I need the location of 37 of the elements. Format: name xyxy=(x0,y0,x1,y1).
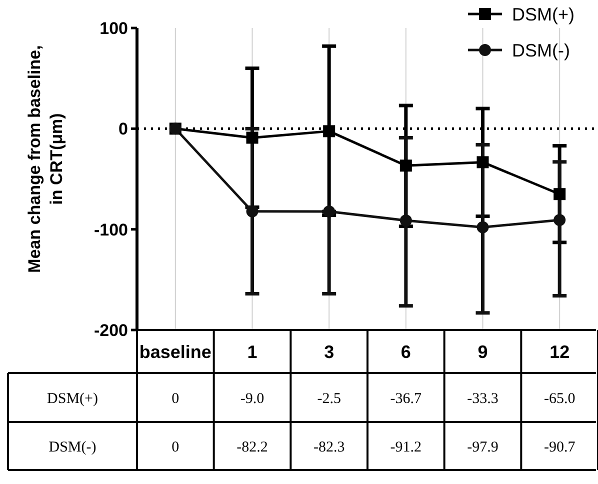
data-label: -82.2 xyxy=(236,439,268,456)
x-tick-label: 9 xyxy=(478,342,488,362)
x-tick-label: baseline xyxy=(139,342,212,362)
point xyxy=(246,132,258,144)
y-tick-label: 0 xyxy=(118,120,128,139)
data-label: -90.7 xyxy=(544,439,576,456)
point xyxy=(476,221,489,234)
point xyxy=(476,156,489,168)
data-label: -82.3 xyxy=(313,439,345,456)
data-label: -91.2 xyxy=(390,439,422,456)
y-axis-title: Mean change from baseline, in CRT(μm) xyxy=(25,45,66,273)
point xyxy=(400,160,412,172)
text: DSM(-) xyxy=(48,439,96,456)
data-label: -2.5 xyxy=(317,390,341,407)
point xyxy=(400,214,412,226)
y-tick-label: -100 xyxy=(94,220,128,240)
data-label: 0 xyxy=(172,439,180,456)
data-label: -97.9 xyxy=(467,439,498,456)
point xyxy=(323,125,336,138)
legend-label: DSM(-) xyxy=(512,40,570,60)
data-label: -33.3 xyxy=(467,390,498,407)
data-label: -36.7 xyxy=(390,390,422,407)
x-tick-label: 12 xyxy=(550,342,570,362)
x-tick-label: 1 xyxy=(247,342,258,362)
data-label: -9.0 xyxy=(240,390,264,407)
point xyxy=(554,214,566,226)
point xyxy=(246,205,258,218)
y-tick-label: 100 xyxy=(100,18,128,38)
point xyxy=(554,188,566,200)
x-tick-label: 3 xyxy=(324,342,334,362)
text: DSM(+) xyxy=(47,390,98,407)
x-tick-label: 6 xyxy=(400,342,411,362)
y-tick-label: -200 xyxy=(94,320,128,340)
legend-label: DSM(+) xyxy=(512,4,574,24)
data-label: -65.0 xyxy=(544,390,576,407)
point xyxy=(323,206,336,218)
data-label: 0 xyxy=(172,390,180,407)
